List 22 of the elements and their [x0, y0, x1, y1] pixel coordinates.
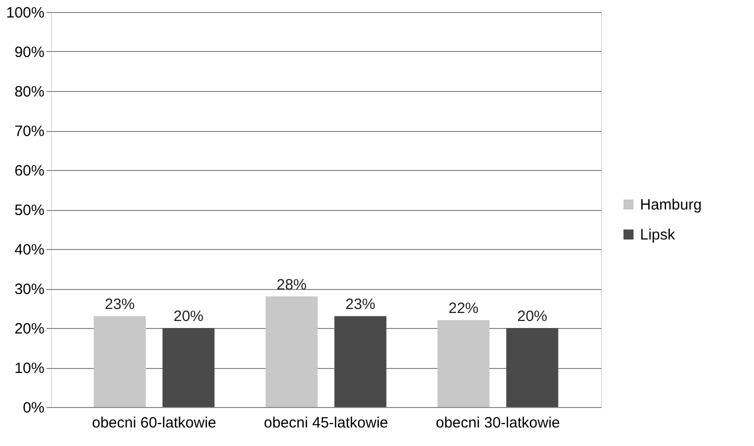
x-tick-label: obecni 45-latkowie — [264, 414, 388, 432]
data-label: 20% — [173, 308, 204, 325]
x-tick-label: obecni 30-latkowie — [436, 414, 560, 432]
y-tick-label: 70% — [14, 123, 44, 140]
y-tick-label: 80% — [14, 84, 44, 100]
data-label: 23% — [345, 296, 376, 314]
y-tick-label: 50% — [14, 202, 44, 219]
y-tick-label: 90% — [14, 44, 44, 61]
y-tick-label: 20% — [14, 320, 44, 338]
y-tick-label: 100% — [6, 4, 44, 22]
y-tick-label: 60% — [14, 162, 44, 180]
y-tick-label: 30% — [14, 281, 44, 298]
y-tick-label: 10% — [14, 360, 44, 377]
data-label: 22% — [448, 300, 479, 318]
data-label: 23% — [104, 296, 135, 314]
legend-label: Hamburg — [640, 196, 702, 214]
x-tick-label: obecni 60-latkowie — [92, 414, 216, 432]
y-tick-label: 40% — [14, 242, 44, 258]
y-tick-label: 0% — [22, 400, 44, 416]
data-label: 28% — [276, 276, 307, 294]
data-label: 20% — [517, 308, 548, 325]
legend-label: Lipsk — [640, 226, 676, 244]
